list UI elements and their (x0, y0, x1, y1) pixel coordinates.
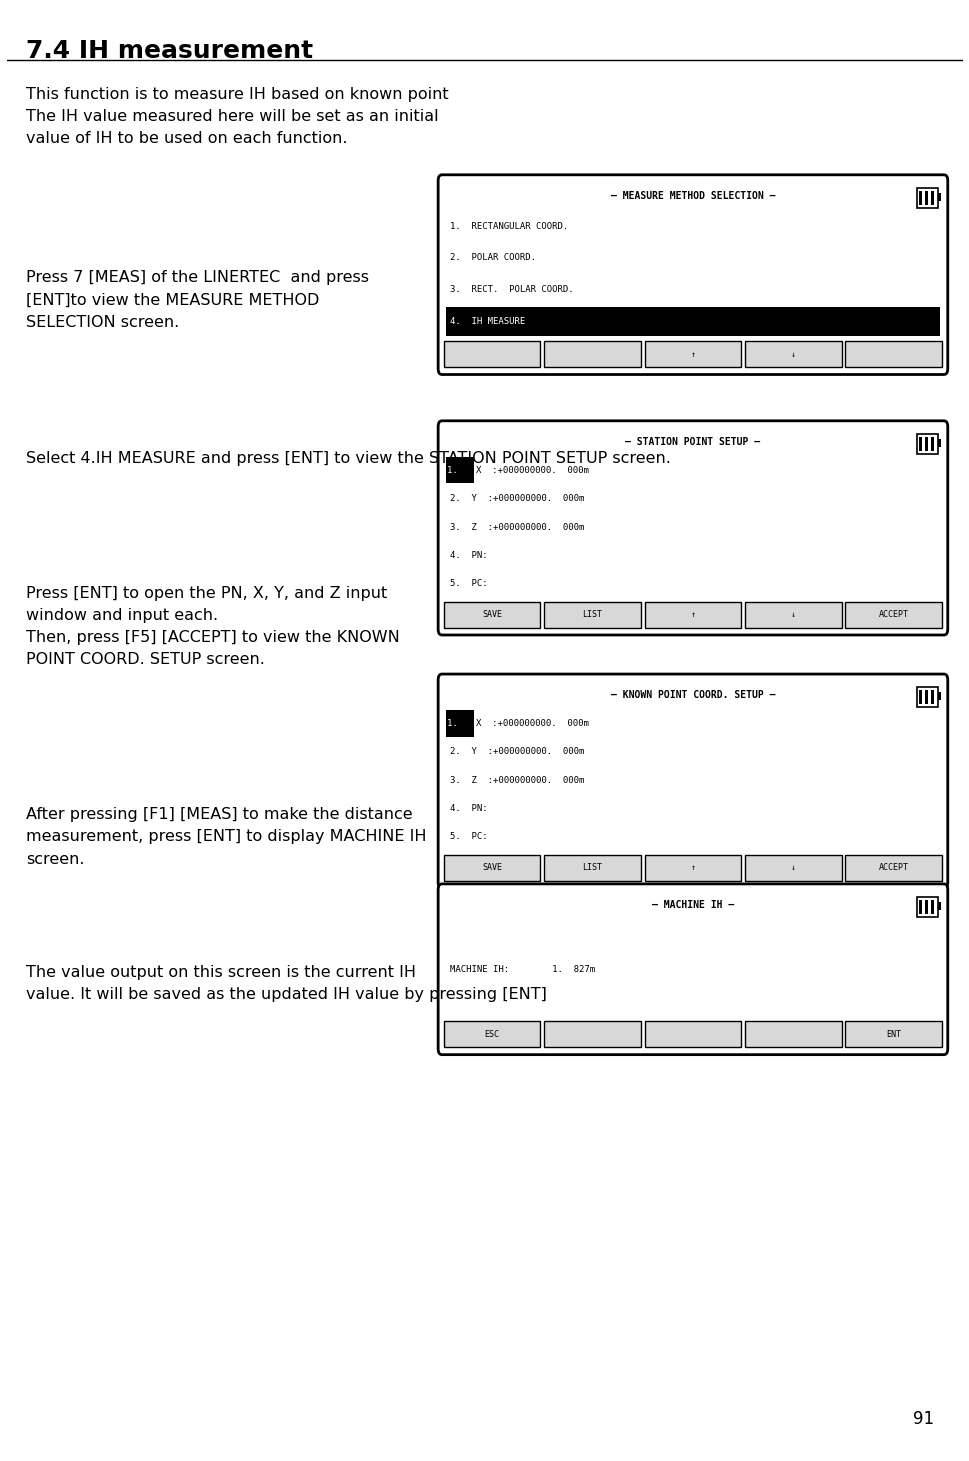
Text: 2.  POLAR COORD.: 2. POLAR COORD. (450, 253, 535, 263)
Text: The value output on this screen is the current IH
value. It will be saved as the: The value output on this screen is the c… (26, 964, 547, 1002)
Text: 4.  PN:: 4. PN: (450, 551, 486, 560)
Bar (444, 342, 540, 367)
Text: 2.  Y  :+000000000.  000m: 2. Y :+000000000. 000m (450, 748, 583, 757)
Text: ↑: ↑ (690, 611, 695, 619)
Bar (644, 602, 740, 628)
Text: ACCEPT: ACCEPT (878, 863, 908, 872)
Text: 1.  RECTANGULAR COORD.: 1. RECTANGULAR COORD. (450, 222, 567, 231)
Bar (544, 602, 641, 628)
FancyBboxPatch shape (438, 175, 947, 374)
Text: 3.  Z  :+000000000.  000m: 3. Z :+000000000. 000m (450, 523, 583, 532)
Text: Select 4.IH MEASURE and press [ENT] to view the STATION POINT SETUP screen.: Select 4.IH MEASURE and press [ENT] to v… (26, 451, 671, 466)
Bar (644, 342, 740, 367)
Text: — MACHINE IH —: — MACHINE IH — (651, 900, 734, 910)
Text: 4.  PN:: 4. PN: (450, 804, 486, 814)
Text: — KNOWN POINT COORD. SETUP —: — KNOWN POINT COORD. SETUP — (610, 690, 774, 700)
Bar (918, 900, 922, 915)
Text: 2.  Y  :+000000000.  000m: 2. Y :+000000000. 000m (450, 494, 583, 503)
Bar (918, 437, 922, 451)
Text: Press 7 [MEAS] of the LINERTEC  and press
[ENT]to view the MEASURE METHOD
SELECT: Press 7 [MEAS] of the LINERTEC and press… (26, 270, 368, 330)
Bar (744, 342, 841, 367)
FancyBboxPatch shape (438, 674, 947, 888)
Bar (544, 342, 641, 367)
Text: ENT: ENT (886, 1030, 900, 1039)
Text: 1.: 1. (447, 719, 468, 728)
Text: ↓: ↓ (790, 863, 795, 872)
Bar (917, 687, 937, 707)
Bar (644, 1021, 740, 1048)
Bar (924, 690, 927, 704)
Bar (446, 457, 474, 484)
Bar (744, 855, 841, 881)
Bar (917, 897, 937, 918)
Bar (644, 855, 740, 881)
Text: 5.  PC:: 5. PC: (450, 833, 486, 842)
Text: LIST: LIST (582, 863, 602, 872)
Text: ↓: ↓ (790, 611, 795, 619)
Bar (845, 342, 941, 367)
Text: ↓: ↓ (790, 349, 795, 359)
Text: — STATION POINT SETUP —: — STATION POINT SETUP — (625, 437, 760, 447)
Text: 91: 91 (912, 1410, 933, 1427)
Bar (544, 1021, 641, 1048)
Text: After pressing [F1] [MEAS] to make the distance
measurement, press [ENT] to disp: After pressing [F1] [MEAS] to make the d… (26, 806, 426, 866)
Bar (744, 1021, 841, 1048)
FancyBboxPatch shape (438, 421, 947, 636)
Bar (930, 191, 933, 205)
Bar (444, 1021, 540, 1048)
Text: ESC: ESC (484, 1030, 499, 1039)
Bar (444, 602, 540, 628)
Bar (845, 602, 941, 628)
Bar (924, 191, 927, 205)
Bar (930, 900, 933, 915)
Text: MACHINE IH:        1.  827m: MACHINE IH: 1. 827m (450, 966, 594, 974)
Text: SAVE: SAVE (482, 611, 502, 619)
Text: ACCEPT: ACCEPT (878, 611, 908, 619)
Bar (924, 900, 927, 915)
Text: 3.  RECT.  POLAR COORD.: 3. RECT. POLAR COORD. (450, 285, 573, 294)
Text: X  :+000000000.  000m: X :+000000000. 000m (476, 466, 588, 475)
FancyBboxPatch shape (438, 884, 947, 1055)
Bar (918, 690, 922, 704)
Bar (544, 855, 641, 881)
Text: — MEASURE METHOD SELECTION —: — MEASURE METHOD SELECTION — (610, 191, 774, 200)
Text: 3.  Z  :+000000000.  000m: 3. Z :+000000000. 000m (450, 776, 583, 785)
Text: X  :+000000000.  000m: X :+000000000. 000m (476, 719, 588, 728)
Bar (446, 710, 474, 736)
Bar (918, 191, 922, 205)
Bar (446, 307, 939, 336)
Bar (744, 602, 841, 628)
Bar (930, 690, 933, 704)
Bar (937, 438, 940, 447)
Bar (937, 901, 940, 910)
Text: 7.4 IH measurement: 7.4 IH measurement (26, 39, 313, 63)
Bar (930, 437, 933, 451)
Bar (937, 693, 940, 700)
Text: ↑: ↑ (690, 863, 695, 872)
Bar (917, 188, 937, 207)
Text: 1.: 1. (447, 466, 468, 475)
Bar (924, 437, 927, 451)
Text: Press [ENT] to open the PN, X, Y, and Z input
window and input each.
Then, press: Press [ENT] to open the PN, X, Y, and Z … (26, 586, 399, 668)
Text: 5.  PC:: 5. PC: (450, 579, 486, 589)
Text: This function is to measure IH based on known point
The IH value measured here w: This function is to measure IH based on … (26, 86, 449, 146)
Bar (444, 855, 540, 881)
Bar (937, 193, 940, 202)
Text: 4.  IH MEASURE: 4. IH MEASURE (450, 317, 524, 326)
Bar (917, 434, 937, 454)
Text: SAVE: SAVE (482, 863, 502, 872)
Bar (845, 1021, 941, 1048)
Text: LIST: LIST (582, 611, 602, 619)
Bar (845, 855, 941, 881)
Text: ↑: ↑ (690, 349, 695, 359)
